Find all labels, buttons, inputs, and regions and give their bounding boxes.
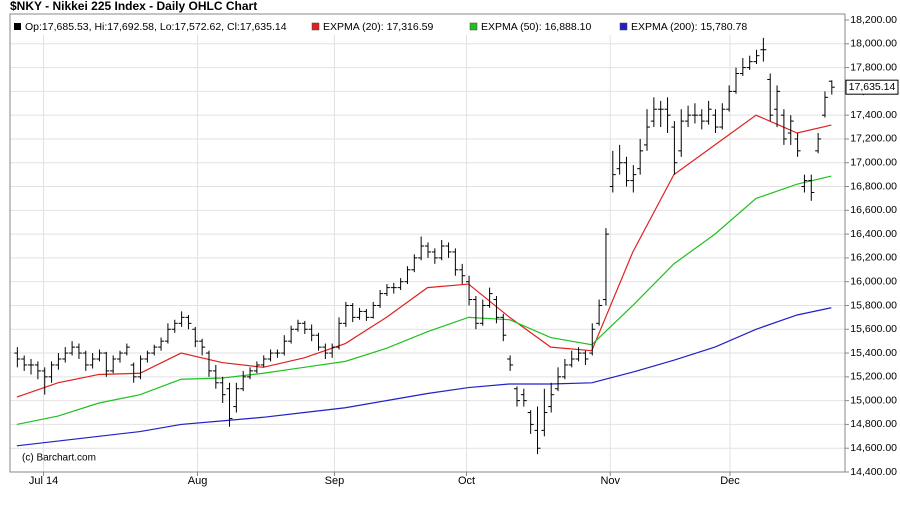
legend-label: EXPMA (200): 15,780.78 — [631, 21, 747, 33]
y-tick-label: 18,000.00 — [850, 38, 897, 50]
y-tick-label: 16,800.00 — [850, 180, 897, 192]
legend-swatch — [619, 22, 628, 31]
legend-swatch — [469, 22, 478, 31]
y-tick-label: 15,600.00 — [850, 323, 897, 335]
y-tick-label: 14,800.00 — [850, 418, 897, 430]
ema-line — [16, 175, 832, 426]
last-price-box — [845, 79, 899, 95]
y-tick-label: 16,400.00 — [850, 228, 897, 240]
chart-title: $NKY - Nikkei 225 Index - Daily OHLC Cha… — [10, 0, 257, 13]
bars — [14, 37, 835, 455]
x-tick-label: Sep — [325, 475, 345, 487]
y-tick-label: 16,600.00 — [850, 204, 897, 216]
y-tick-label: 15,000.00 — [850, 394, 897, 406]
y-tick-label: 14,600.00 — [850, 442, 897, 454]
y-tick-label: 15,200.00 — [850, 371, 897, 383]
last-price-label: 17,635.14 — [849, 81, 896, 93]
y-tick-label: 18,200.00 — [850, 14, 897, 26]
ema-line — [16, 307, 832, 447]
y-tick-label: 14,400.00 — [850, 466, 897, 478]
x-tick-label: Dec — [720, 475, 740, 487]
y-tick-label: 17,200.00 — [850, 133, 897, 145]
y-tick-label: 17,800.00 — [850, 61, 897, 73]
legend-band — [11, 15, 844, 35]
y-tick-label: 16,000.00 — [850, 275, 897, 287]
x-tick-label: Aug — [188, 475, 208, 487]
plot-frame — [9, 13, 846, 473]
legend: Op:17,685.53, Hi:17,692.58, Lo:17,572.62… — [14, 21, 747, 33]
y-tick-label: 16,200.00 — [850, 252, 897, 264]
x-tick-label: Nov — [600, 475, 620, 487]
ema-line — [16, 114, 832, 398]
lines — [16, 114, 832, 447]
x-tick-label: Jul 14 — [29, 475, 58, 487]
axes: 14,400.00 14,600.00 14,800.00 15,000.00 15,2… — [29, 14, 899, 487]
y-tick-label: 15,800.00 — [850, 299, 897, 311]
y-tick-label: 17,400.00 — [850, 109, 897, 121]
legend-label: Op:17,685.53, Hi:17,692.58, Lo:17,572.62… — [25, 21, 287, 33]
legend-label: EXPMA (50): 16,888.10 — [481, 21, 591, 33]
legend-label: EXPMA (20): 17,316.59 — [323, 21, 433, 33]
credit: (c) Barchart.com — [22, 453, 96, 464]
y-tick-label: 15,400.00 — [850, 347, 897, 359]
legend-swatch — [311, 22, 320, 31]
x-tick-label: Oct — [458, 475, 475, 487]
legend-swatch — [14, 23, 21, 30]
y-tick-label: 17,000.00 — [850, 157, 897, 169]
